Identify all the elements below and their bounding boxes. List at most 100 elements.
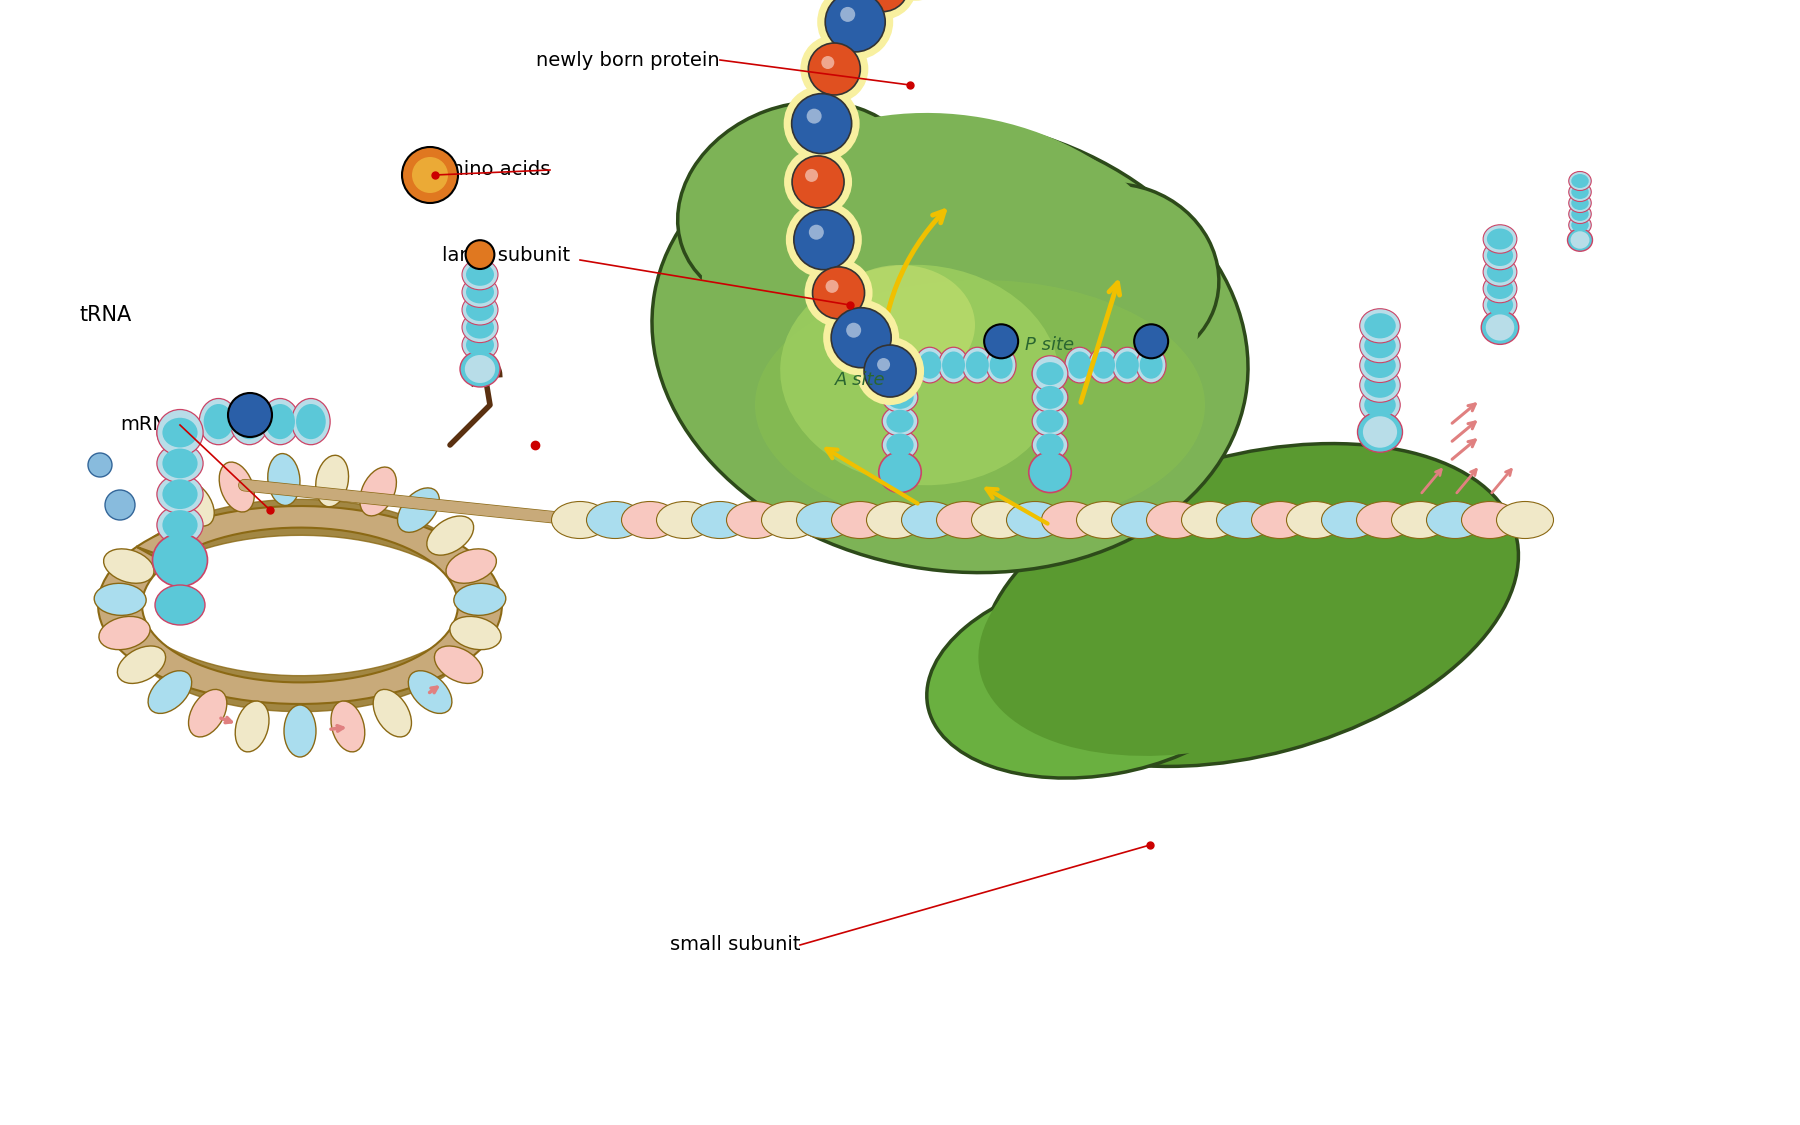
Ellipse shape [886, 362, 914, 385]
Ellipse shape [886, 386, 914, 408]
Circle shape [877, 358, 889, 371]
Circle shape [1134, 324, 1168, 358]
Ellipse shape [1031, 430, 1067, 460]
Ellipse shape [220, 462, 254, 512]
Ellipse shape [1364, 333, 1395, 358]
Ellipse shape [464, 356, 495, 382]
Ellipse shape [157, 444, 203, 483]
Ellipse shape [972, 502, 1028, 539]
Ellipse shape [463, 313, 499, 343]
Circle shape [808, 43, 860, 94]
Ellipse shape [1147, 502, 1204, 539]
Circle shape [817, 0, 893, 60]
Ellipse shape [1487, 295, 1514, 315]
Ellipse shape [466, 298, 493, 321]
Ellipse shape [162, 417, 198, 448]
Ellipse shape [1031, 359, 1067, 388]
Circle shape [985, 324, 1019, 358]
Text: A site: A site [835, 371, 886, 389]
Ellipse shape [1570, 182, 1591, 201]
Ellipse shape [1359, 388, 1400, 422]
Ellipse shape [155, 585, 205, 626]
Ellipse shape [1570, 216, 1591, 234]
Ellipse shape [1496, 502, 1553, 539]
Ellipse shape [153, 533, 207, 586]
Text: amino acids: amino acids [432, 161, 551, 180]
Ellipse shape [99, 616, 149, 649]
Text: tRNA: tRNA [79, 305, 131, 325]
Ellipse shape [1357, 412, 1402, 452]
Ellipse shape [1483, 290, 1517, 319]
Ellipse shape [936, 502, 994, 539]
Ellipse shape [175, 480, 214, 526]
Ellipse shape [1570, 171, 1591, 190]
Ellipse shape [878, 452, 922, 493]
Ellipse shape [157, 475, 203, 513]
Ellipse shape [1364, 353, 1395, 378]
Text: P site: P site [1026, 336, 1075, 354]
Ellipse shape [866, 502, 923, 539]
Ellipse shape [621, 502, 679, 539]
Ellipse shape [1116, 351, 1139, 379]
Ellipse shape [427, 516, 473, 555]
Ellipse shape [1181, 502, 1238, 539]
Ellipse shape [727, 502, 783, 539]
Ellipse shape [1037, 362, 1064, 385]
Ellipse shape [677, 101, 922, 308]
Ellipse shape [1021, 183, 1219, 367]
Ellipse shape [691, 502, 749, 539]
Ellipse shape [918, 351, 941, 379]
Ellipse shape [551, 502, 608, 539]
Ellipse shape [461, 351, 500, 387]
Ellipse shape [463, 260, 499, 290]
Ellipse shape [94, 584, 146, 615]
Ellipse shape [1359, 368, 1400, 403]
Circle shape [823, 299, 900, 376]
Ellipse shape [398, 488, 439, 532]
Ellipse shape [434, 646, 482, 683]
Circle shape [805, 259, 873, 327]
Ellipse shape [360, 467, 396, 516]
Ellipse shape [157, 413, 203, 452]
Ellipse shape [914, 348, 945, 382]
Circle shape [826, 280, 839, 292]
Circle shape [806, 109, 821, 124]
Ellipse shape [1136, 348, 1166, 382]
Circle shape [792, 93, 851, 154]
Ellipse shape [268, 453, 301, 505]
Ellipse shape [1570, 232, 1589, 249]
Ellipse shape [162, 479, 198, 508]
Ellipse shape [1037, 386, 1064, 408]
Ellipse shape [882, 382, 918, 412]
Ellipse shape [886, 410, 914, 433]
Ellipse shape [1364, 313, 1395, 339]
Ellipse shape [1037, 410, 1064, 433]
Ellipse shape [1217, 502, 1274, 539]
Ellipse shape [657, 502, 713, 539]
Ellipse shape [832, 502, 889, 539]
Circle shape [88, 453, 112, 477]
Ellipse shape [882, 359, 918, 388]
Text: large subunit: large subunit [441, 245, 571, 264]
Ellipse shape [450, 616, 500, 649]
Ellipse shape [1571, 184, 1589, 199]
Ellipse shape [1487, 245, 1514, 266]
Ellipse shape [1364, 372, 1395, 398]
Ellipse shape [1487, 278, 1514, 299]
Circle shape [846, 323, 860, 338]
Ellipse shape [1006, 502, 1064, 539]
Circle shape [785, 147, 851, 216]
Ellipse shape [236, 701, 268, 752]
Ellipse shape [466, 263, 493, 286]
Ellipse shape [1485, 314, 1514, 341]
Ellipse shape [796, 502, 853, 539]
Ellipse shape [979, 494, 1422, 756]
Circle shape [792, 156, 844, 208]
Ellipse shape [373, 690, 412, 737]
Ellipse shape [331, 701, 365, 752]
Ellipse shape [1321, 502, 1379, 539]
Ellipse shape [1076, 502, 1134, 539]
Ellipse shape [1571, 207, 1589, 220]
Text: small subunit: small subunit [670, 936, 799, 954]
Ellipse shape [117, 646, 166, 683]
